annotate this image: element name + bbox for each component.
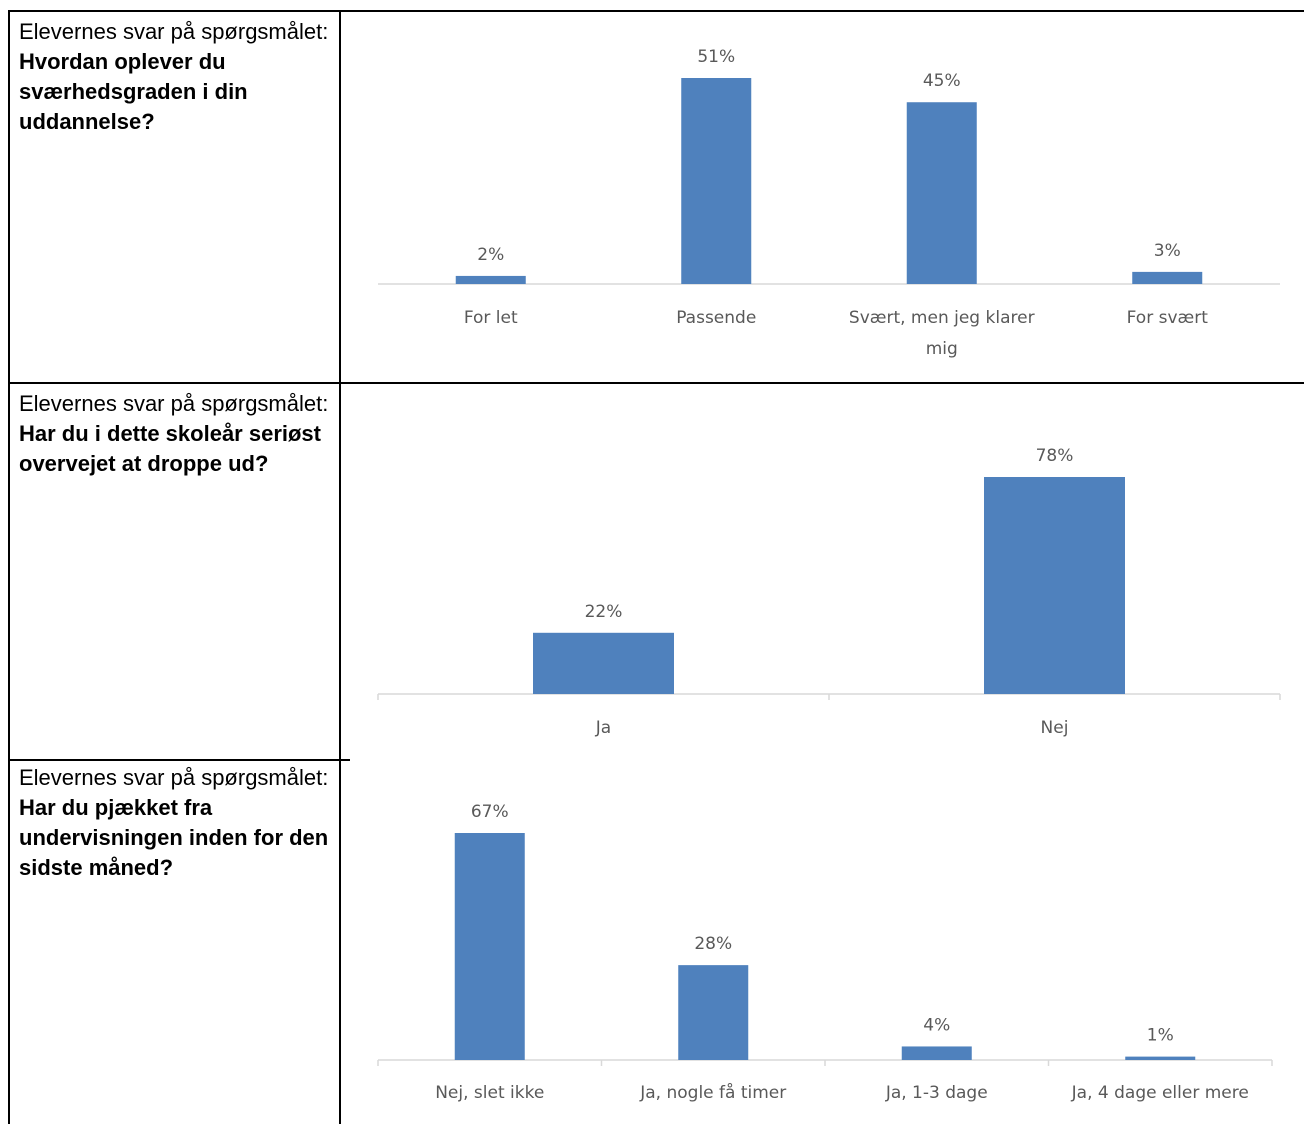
dropout-bar [984,477,1125,694]
table-border-top [8,10,1304,12]
dropout-data-label: 22% [585,602,623,622]
difficulty-data-label: 2% [477,245,504,265]
truancy-bar [1125,1056,1196,1060]
difficulty-data-label: 3% [1154,241,1181,261]
difficulty-category-label: Passende [676,308,756,328]
truancy-category-label: Ja, nogle få timer [639,1082,786,1103]
difficulty-data-label: 51% [697,47,735,67]
question-cell-2: Elevernes svar på spørgsmålet: Har du i … [19,389,334,479]
truancy-data-label: 28% [694,934,732,954]
truancy-data-label: 1% [1147,1026,1174,1046]
difficulty-data-label: 45% [923,71,961,91]
difficulty-category-label: Svært, men jeg klarer [849,308,1035,328]
truancy-bar [454,833,525,1060]
question-cell-1: Elevernes svar på spørgsmålet: Hvordan o… [19,17,334,137]
truancy-data-label: 67% [471,802,509,822]
dropout-category-label: Ja [595,718,611,738]
dropout-data-label: 78% [1036,446,1074,466]
question-cell-3: Elevernes svar på spørgsmålet: Har du pj… [19,763,334,883]
truancy-category-label: Nej, slet ikke [435,1083,544,1103]
difficulty-category-label: mig [926,339,958,359]
difficulty-bar [455,275,526,284]
question-prefix: Elevernes svar på spørgsmålet: [19,391,329,416]
difficulty-bar [681,78,752,284]
table-row-divider-2 [8,759,350,761]
dropout-category-label: Nej [1041,718,1069,738]
table-row-divider-1 [8,382,1304,384]
table-border-left [8,10,10,1124]
truancy-bar [901,1046,972,1060]
truancy-category-label: Ja, 4 dage eller mere [1071,1083,1249,1103]
truancy-category-label: Ja, 1-3 dage [885,1083,988,1103]
truancy-data-label: 4% [923,1015,950,1035]
difficulty-bar [1132,271,1203,284]
question-text: Hvordan oplever du sværhedsgraden i din … [19,49,248,134]
question-text: Har du pjækket fra undervisningen inden … [19,795,329,880]
question-text: Har du i dette skoleår seriøst overvejet… [19,421,321,476]
difficulty-category-label: For svært [1127,308,1209,328]
question-prefix: Elevernes svar på spørgsmålet: [19,19,329,44]
difficulty-category-label: For let [464,308,518,328]
dropout-bar [533,632,674,694]
question-prefix: Elevernes svar på spørgsmålet: [19,765,329,790]
table-divider-vertical [339,10,341,1124]
truancy-bar [678,965,749,1060]
difficulty-bar [906,102,977,284]
